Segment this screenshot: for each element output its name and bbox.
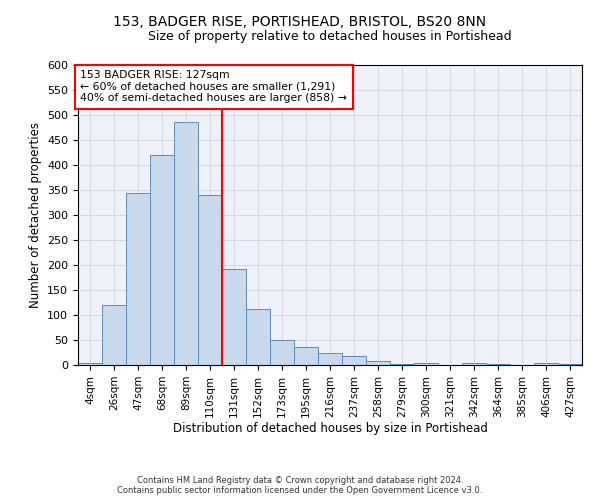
Bar [390,364,414,365]
Bar [558,364,582,365]
Bar [462,363,486,365]
Bar [150,155,174,365]
Bar [126,192,150,365]
Bar [198,195,222,365]
Text: 153 BADGER RISE: 127sqm
← 60% of detached houses are smaller (1,291)
40% of semi: 153 BADGER RISE: 127sqm ← 60% of detache… [80,70,347,103]
Bar [486,364,510,365]
Bar [342,356,366,365]
Bar [318,352,342,365]
Bar [534,363,558,365]
Y-axis label: Number of detached properties: Number of detached properties [29,122,41,308]
X-axis label: Distribution of detached houses by size in Portishead: Distribution of detached houses by size … [173,422,487,436]
Bar [102,305,126,365]
Text: Contains HM Land Registry data © Crown copyright and database right 2024.
Contai: Contains HM Land Registry data © Crown c… [118,476,482,495]
Bar [270,340,294,365]
Title: Size of property relative to detached houses in Portishead: Size of property relative to detached ho… [148,30,512,43]
Bar [366,361,390,365]
Bar [438,364,462,365]
Bar [294,347,318,365]
Bar [246,309,270,365]
Bar [78,362,102,365]
Bar [414,363,438,365]
Bar [174,122,198,365]
Text: 153, BADGER RISE, PORTISHEAD, BRISTOL, BS20 8NN: 153, BADGER RISE, PORTISHEAD, BRISTOL, B… [113,15,487,29]
Bar [222,268,246,365]
